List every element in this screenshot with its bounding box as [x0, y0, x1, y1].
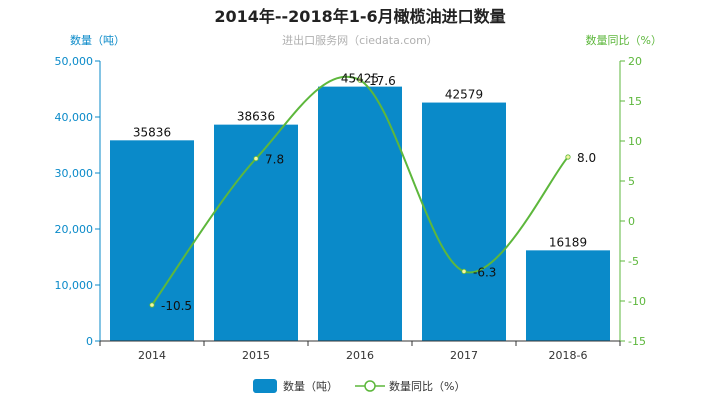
legend-swatch-bar	[253, 379, 277, 393]
right-tick-label: -10	[628, 295, 646, 308]
line-value-label: 7.8	[265, 153, 284, 167]
bar-2016	[318, 86, 402, 342]
left-tick-label: 30,000	[55, 167, 94, 180]
right-tick-label: 0	[628, 215, 635, 228]
line-value-label: 17.6	[369, 74, 396, 88]
bar-value-label: 35836	[133, 125, 171, 139]
right-axis-label: 数量同比（%）	[586, 34, 662, 47]
left-tick-label: 40,000	[55, 111, 94, 124]
line-point-2016	[357, 77, 363, 83]
chart-subtitle: 进出口服务网（ciedata.com）	[282, 33, 438, 47]
right-tick-label: -5	[628, 255, 639, 268]
bar-value-label: 16189	[549, 235, 587, 249]
left-tick-label: 10,000	[55, 279, 94, 292]
legend-swatch-marker	[364, 380, 376, 392]
right-tick-label: 20	[628, 55, 642, 68]
x-tick-label: 2017	[450, 349, 478, 362]
line-point-2017	[461, 268, 467, 274]
bar-2018-6	[526, 250, 610, 341]
line-value-label: 8.0	[577, 151, 596, 165]
line-point-2018-6	[565, 154, 571, 160]
line-value-label: -10.5	[161, 299, 192, 313]
line-point-2014	[149, 302, 155, 308]
line-point-2015	[253, 156, 259, 162]
x-tick-label: 2016	[346, 349, 374, 362]
bar-value-label: 38636	[237, 110, 275, 124]
left-axis-label: 数量（吨）	[70, 34, 125, 47]
series-line-yoy	[151, 75, 569, 306]
left-tick-label: 20,000	[55, 223, 94, 236]
legend: 数量（吨） 数量同比（%）	[253, 379, 465, 393]
right-tick-label: -15	[628, 335, 646, 348]
bar-value-label: 42579	[445, 88, 483, 102]
legend-label-bar: 数量（吨）	[283, 380, 338, 393]
bar-value-label: 45425	[341, 72, 379, 86]
right-tick-label: 10	[628, 135, 642, 148]
left-tick-label: 50,000	[55, 55, 94, 68]
right-tick-label: 5	[628, 175, 635, 188]
plot-area: 0 10,000 20,000 30,000 40,000 50,000 -15 -10 -5 0…	[55, 55, 646, 362]
x-tick-label: 2018-6	[549, 349, 588, 362]
chart-title: 2014年--2018年1-6月橄榄油进口数量	[214, 7, 505, 26]
bar-2017	[422, 102, 506, 341]
legend-label-line: 数量同比（%）	[389, 380, 465, 393]
x-tick-label: 2015	[242, 349, 270, 362]
line-value-label: -6.3	[473, 265, 496, 279]
right-tick-label: 15	[628, 95, 642, 108]
x-tick-label: 2014	[138, 349, 166, 362]
left-tick-label: 0	[86, 335, 93, 348]
